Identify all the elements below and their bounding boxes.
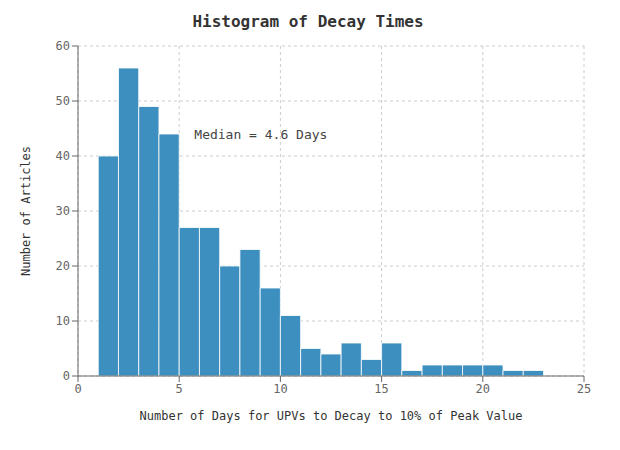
svg-text:20: 20 (56, 259, 70, 273)
svg-text:0: 0 (74, 382, 81, 396)
svg-text:50: 50 (56, 94, 70, 108)
svg-text:30: 30 (56, 204, 70, 218)
svg-text:10: 10 (56, 314, 70, 328)
svg-text:Number of Days for UPVs to Dec: Number of Days for UPVs to Decay to 10% … (140, 409, 523, 423)
svg-text:20: 20 (476, 382, 490, 396)
svg-text:Median = 4.6 Days: Median = 4.6 Days (194, 127, 327, 142)
html-text:Histogram of Decay Times: Histogram of Decay Times (192, 12, 424, 31)
svg-text:Number of Articles: Number of Articles (19, 146, 33, 276)
svg-text:0: 0 (63, 369, 70, 383)
svg-text:40: 40 (56, 149, 70, 163)
svg-text:15: 15 (374, 382, 388, 396)
svg-text:60: 60 (56, 39, 70, 53)
svg-text:10: 10 (273, 382, 287, 396)
svg-text:25: 25 (577, 382, 591, 396)
svg-text:5: 5 (176, 382, 183, 396)
